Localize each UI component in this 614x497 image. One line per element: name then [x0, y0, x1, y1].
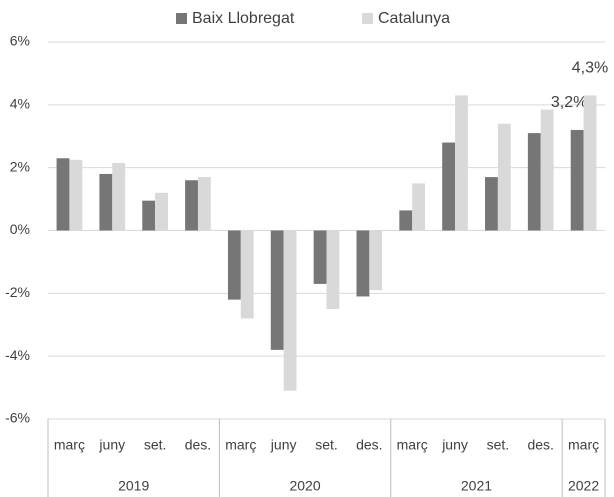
x-tick-label: març: [54, 437, 85, 453]
bar: [356, 230, 370, 297]
bar: [412, 183, 426, 231]
legend-label: Baix Llobregat: [192, 10, 295, 27]
legend-label: Catalunya: [378, 10, 450, 27]
bar: [142, 200, 156, 231]
y-tick-label: 2%: [10, 158, 30, 174]
group-label: 2019: [118, 478, 149, 494]
bar: [485, 177, 498, 231]
y-tick-label: 4%: [10, 96, 30, 112]
bar: [99, 173, 113, 231]
data-label: 4,3%: [572, 60, 608, 77]
x-tick-label: març: [225, 437, 256, 453]
group-label: 2020: [289, 478, 320, 494]
bar: [197, 177, 211, 231]
data-label: 3,2%: [551, 94, 587, 111]
x-tick-label: març: [397, 437, 428, 453]
bar: [583, 95, 597, 231]
bar: [270, 230, 284, 350]
bar: [540, 109, 554, 231]
y-tick-label: -2%: [5, 284, 30, 300]
group-label: 2021: [461, 478, 492, 494]
x-tick-label: juny: [441, 437, 468, 453]
legend-swatch: [362, 13, 373, 24]
x-tick-label: des.: [185, 437, 211, 453]
group-label: 2022: [568, 478, 599, 494]
y-tick-label: 6%: [10, 33, 30, 49]
y-tick-label: -6%: [5, 410, 30, 426]
x-tick-label: des.: [527, 437, 553, 453]
y-tick-label: -4%: [5, 347, 30, 363]
x-tick-label: des.: [356, 437, 382, 453]
bar: [442, 142, 456, 231]
bar: [69, 159, 83, 231]
bar: [240, 230, 254, 319]
x-tick-label: set.: [315, 437, 338, 453]
x-tick-label: set.: [144, 437, 167, 453]
x-tick-label: juny: [270, 437, 297, 453]
x-tick-label: set.: [487, 437, 510, 453]
bar: [313, 230, 327, 284]
bar: [497, 123, 511, 231]
x-tick-label: març: [568, 437, 599, 453]
bar: [155, 192, 168, 231]
bar: [283, 230, 297, 391]
bar: [227, 230, 241, 300]
legend-swatch: [176, 13, 187, 24]
bar: [369, 230, 383, 291]
bar: [570, 129, 584, 231]
bar: [56, 158, 70, 231]
bar: [185, 180, 198, 231]
bar: [455, 95, 468, 231]
bar: [527, 133, 541, 231]
bar: [399, 210, 413, 231]
y-tick-label: 0%: [10, 221, 30, 237]
x-tick-label: juny: [98, 437, 125, 453]
bar: [112, 162, 126, 231]
bar: [326, 230, 340, 310]
